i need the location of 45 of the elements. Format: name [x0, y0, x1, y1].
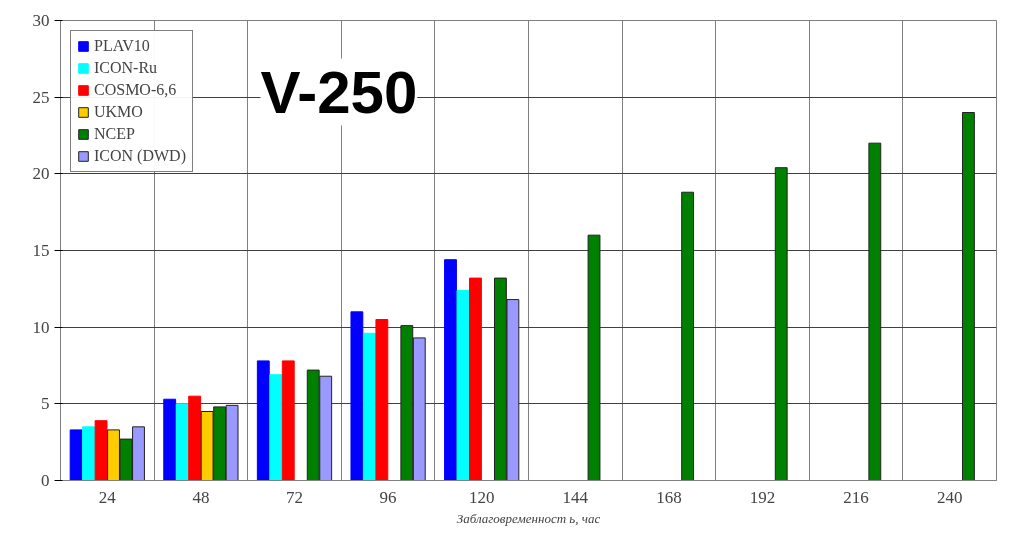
x-axis-title: Заблаговременност ь, час: [456, 510, 601, 526]
bar: [188, 395, 202, 481]
bar: [163, 398, 177, 481]
x-tick-label: 144: [562, 487, 589, 507]
x-tick-label: 96: [379, 487, 397, 507]
x-tick-label: 240: [936, 487, 963, 507]
x-tick-label: 24: [98, 487, 117, 507]
x-tick-label: 48: [192, 487, 210, 507]
legend-label: ICON (DWD): [94, 147, 186, 165]
bar: [350, 311, 364, 481]
bar: [69, 429, 83, 481]
legend-label: ICON-Ru: [94, 59, 158, 77]
bar: [961, 112, 975, 481]
bar: [256, 360, 270, 481]
text: V-250: [260, 58, 418, 126]
legend-label: COSMO-6,6: [94, 81, 177, 99]
bar: [82, 426, 96, 481]
y-tick-label: 15: [32, 241, 50, 260]
bar: [456, 289, 470, 481]
bar: [94, 420, 108, 481]
legend-label: NCEP: [94, 125, 135, 143]
y-tick-label: 5: [41, 394, 50, 414]
bar: [362, 332, 376, 481]
y-tick-label: 25: [32, 87, 50, 107]
y-tick-label: 20: [32, 164, 50, 184]
x-tick-label: 72: [286, 487, 303, 507]
x-tick-label: 216: [843, 487, 869, 507]
x-tick-label: 192: [749, 487, 776, 507]
bar: [375, 319, 389, 481]
legend-label: PLAV10: [94, 37, 150, 55]
bar: [774, 167, 788, 481]
bar: [587, 234, 601, 481]
y-tick-label: 30: [32, 11, 50, 30]
bar: [681, 191, 695, 481]
x-tick-label: 168: [656, 487, 682, 507]
bar: [269, 374, 283, 481]
bar: [444, 259, 457, 481]
y-tick-label: 0: [41, 471, 50, 490]
x-tick-label: 120: [468, 487, 495, 507]
bar: [469, 277, 482, 481]
bar: [175, 403, 189, 481]
y-tick-label: 10: [32, 317, 50, 337]
bar: [868, 142, 882, 481]
bar: [281, 360, 295, 481]
legend-label: UKMO: [94, 103, 143, 121]
